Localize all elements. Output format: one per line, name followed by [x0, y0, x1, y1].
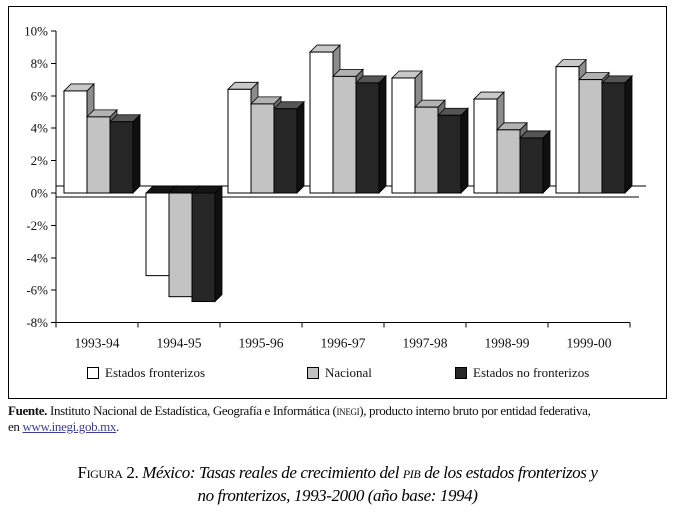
bar-nacional-1994-95: [168, 192, 193, 298]
bar-nacional-1997-98: [414, 106, 439, 194]
x-tick-label-1999-00: 1999-00: [567, 336, 612, 351]
bar-estados-fronterizos-1993-94: [63, 90, 88, 194]
y-tick-label-10%: 10%: [24, 24, 48, 39]
bar-nacional-1998-99: [496, 129, 521, 194]
bar-nacional-1996-97: [332, 75, 357, 194]
bar-side-estados-no-fronterizos-1999-00: [624, 74, 633, 194]
bar-estados-fronterizos-1994-95: [145, 192, 170, 277]
y-tick-label-4%: 4%: [31, 121, 49, 136]
source-text-2: ), producto interno bruto por entidad fe…: [359, 403, 591, 418]
source-inegi: inegi: [336, 403, 360, 418]
caption-line-1: Figura 2. México: Tasas reales de crecim…: [0, 462, 675, 485]
bar-estados-fronterizos-1998-99: [473, 98, 498, 194]
caption-text-1: México: Tasas reales de crecimiento del: [142, 463, 403, 482]
legend-label-nacional: Nacional: [325, 365, 372, 380]
caption-line-2: no fronterizos, 1993-2000 (año base: 199…: [197, 485, 478, 505]
legend-swatch-estados-fronterizos: [87, 367, 99, 379]
x-tick-label-1998-99: 1998-99: [485, 336, 530, 351]
caption-text-2: de los estados fronterizos y: [420, 463, 598, 482]
bar-side-estados-no-fronterizos-1998-99: [542, 129, 551, 194]
x-tick-label-1993-94: 1993-94: [75, 336, 120, 351]
figure-frame: 10% 8% 6% 4% 2% 0% -2% -4% -6% -8% 1993-94 1994-95 1…: [8, 6, 667, 399]
legend-swatch-estados-no-fronterizos: [455, 367, 467, 379]
source-after-link: .: [116, 418, 119, 434]
legend-swatch-nacional: [307, 367, 319, 379]
bar-estados-no-fronterizos-1997-98: [437, 114, 462, 194]
bar-side-estados-no-fronterizos-1995-96: [296, 100, 305, 194]
bar-estados-no-fronterizos-1999-00: [601, 82, 626, 194]
bar-estados-fronterizos-1996-97: [309, 51, 334, 194]
bar-side-estados-no-fronterizos-1994-95: [214, 185, 223, 303]
legend-item-estados-fronterizos: Estados fronterizos: [87, 365, 206, 380]
x-tick-label-1997-98: 1997-98: [403, 336, 448, 351]
bar-estados-no-fronterizos-1996-97: [355, 82, 380, 194]
inegi-link[interactable]: www.inegi.gob.mx: [22, 418, 117, 434]
bar-estados-fronterizos-1995-96: [227, 88, 252, 194]
x-tick-label-1994-95: 1994-95: [157, 336, 202, 351]
bar-nacional-1993-94: [86, 116, 111, 194]
bar-side-estados-no-fronterizos-1993-94: [132, 113, 141, 194]
bar-nacional-1995-96: [250, 103, 275, 194]
y-tick-label-8%: 8%: [31, 56, 49, 71]
source-line-1: Fuente. Instituto Nacional de Estadístic…: [8, 403, 673, 419]
figure-caption: Figura 2. México: Tasas reales de crecim…: [0, 462, 675, 508]
chart-legend: Estados fronterizos Nacional Estados no …: [9, 365, 666, 382]
source-note: Fuente. Instituto Nacional de Estadístic…: [8, 403, 673, 435]
x-tick-label-1996-97: 1996-97: [321, 336, 366, 351]
bar-estados-fronterizos-1999-00: [555, 66, 580, 194]
source-line-2: en www.inegi.gob.mx.: [8, 419, 673, 435]
legend-label-estados-fronterizos: Estados fronterizos: [105, 365, 206, 380]
y-tick-label--8%: -8%: [26, 315, 48, 330]
bar-side-estados-no-fronterizos-1997-98: [460, 107, 469, 194]
legend-label-estados-no-fronterizos: Estados no fronterizos: [473, 365, 590, 380]
y-tick-label--2%: -2%: [26, 218, 48, 233]
y-tick-label-2%: 2%: [31, 153, 49, 168]
bar-nacional-1999-00: [578, 79, 603, 194]
bar-estados-no-fronterizos-1994-95: [191, 192, 216, 303]
x-tick-label-1995-96: 1995-96: [239, 336, 284, 351]
y-tick-label--4%: -4%: [26, 250, 48, 265]
bar-estados-no-fronterizos-1993-94: [109, 121, 134, 194]
bar-side-estados-no-fronterizos-1996-97: [378, 74, 387, 194]
y-tick-label-0%: 0%: [31, 186, 49, 201]
bar-chart: 10% 8% 6% 4% 2% 0% -2% -4% -6% -8% 1993-94 1994-95 1…: [24, 24, 646, 351]
source-line2-prefix: en: [8, 418, 23, 434]
source-text-1: Instituto Nacional de Estadística, Geogr…: [47, 403, 337, 418]
bar-estados-no-fronterizos-1995-96: [273, 108, 298, 194]
caption-pib: pib: [402, 463, 421, 482]
y-tick-label-6%: 6%: [31, 88, 49, 103]
bar-estados-no-fronterizos-1998-99: [519, 137, 544, 194]
legend-item-estados-no-fronterizos: Estados no fronterizos: [455, 365, 590, 380]
legend-item-nacional: Nacional: [307, 365, 372, 380]
bar-estados-fronterizos-1997-98: [391, 77, 416, 194]
y-tick-label--6%: -6%: [26, 283, 48, 298]
source-label: Fuente.: [8, 403, 48, 418]
caption-figure-label: Figura 2.: [77, 463, 143, 482]
